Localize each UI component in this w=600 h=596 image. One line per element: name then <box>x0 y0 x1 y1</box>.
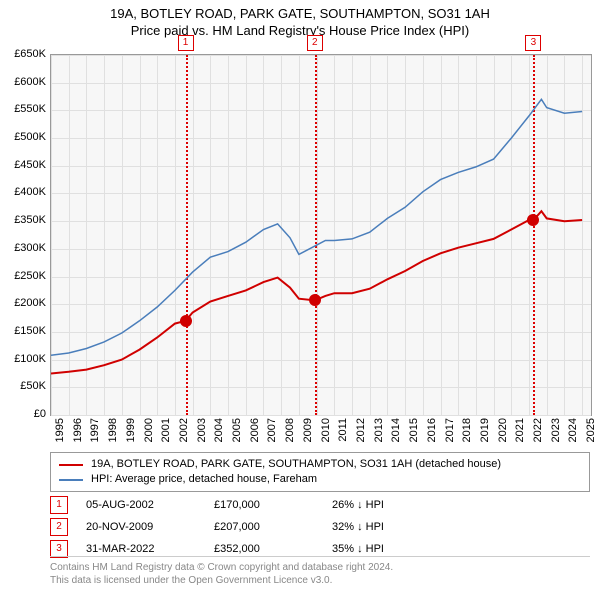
y-axis-label: £200K <box>2 297 46 309</box>
y-axis-label: £100K <box>2 353 46 365</box>
x-axis-label: 2019 <box>479 418 491 442</box>
x-axis-label: 2022 <box>532 418 544 442</box>
y-axis-label: £250K <box>2 270 46 282</box>
sale-point <box>180 315 192 327</box>
y-axis-label: £150K <box>2 325 46 337</box>
legend-label: 19A, BOTLEY ROAD, PARK GATE, SOUTHAMPTON… <box>91 457 501 472</box>
y-axis-label: £550K <box>2 103 46 115</box>
event-number: 2 <box>50 518 68 536</box>
sale-point <box>309 294 321 306</box>
legend-row: HPI: Average price, detached house, Fare… <box>59 472 581 487</box>
event-marker: 1 <box>178 35 194 51</box>
y-axis-label: £650K <box>2 48 46 60</box>
attribution-footer: Contains HM Land Registry data © Crown c… <box>50 556 590 587</box>
x-axis-label: 2024 <box>567 418 579 442</box>
transaction-row: 2 20-NOV-2009 £207,000 32% ↓ HPI <box>50 516 590 538</box>
x-axis-label: 2010 <box>320 418 332 442</box>
x-axis-label: 2015 <box>408 418 420 442</box>
transaction-list: 1 05-AUG-2002 £170,000 26% ↓ HPI 2 20-NOV-200… <box>50 494 590 560</box>
transaction-row: 1 05-AUG-2002 £170,000 26% ↓ HPI <box>50 494 590 516</box>
event-date: 31-MAR-2022 <box>86 543 196 555</box>
legend-row: 19A, BOTLEY ROAD, PARK GATE, SOUTHAMPTON… <box>59 457 581 472</box>
x-axis-label: 2014 <box>390 418 402 442</box>
x-axis-label: 2012 <box>355 418 367 442</box>
x-axis-label: 2023 <box>550 418 562 442</box>
y-axis-label: £0 <box>2 408 46 420</box>
event-date: 20-NOV-2009 <box>86 521 196 533</box>
x-axis-label: 2008 <box>284 418 296 442</box>
x-axis-label: 2016 <box>426 418 438 442</box>
x-axis-label: 2013 <box>373 418 385 442</box>
x-axis-label: 2002 <box>178 418 190 442</box>
footer-line: Contains HM Land Registry data © Crown c… <box>50 561 590 574</box>
x-axis-label: 2018 <box>461 418 473 442</box>
x-axis-label: 2007 <box>266 418 278 442</box>
x-axis-label: 2006 <box>249 418 261 442</box>
x-axis-label: 1999 <box>125 418 137 442</box>
event-price: £207,000 <box>214 521 314 533</box>
x-axis-label: 2009 <box>302 418 314 442</box>
y-axis-label: £600K <box>2 76 46 88</box>
x-axis-label: 1996 <box>72 418 84 442</box>
event-marker: 3 <box>525 35 541 51</box>
x-axis-label: 2004 <box>213 418 225 442</box>
legend-label: HPI: Average price, detached house, Fare… <box>91 472 317 487</box>
series-line <box>51 99 582 355</box>
plot-area: 123 <box>50 54 592 416</box>
x-axis-label: 1998 <box>107 418 119 442</box>
legend: 19A, BOTLEY ROAD, PARK GATE, SOUTHAMPTON… <box>50 452 590 492</box>
series-line <box>51 211 582 373</box>
event-hpi-diff: 35% ↓ HPI <box>332 543 590 555</box>
sale-point <box>527 214 539 226</box>
chart-container: 19A, BOTLEY ROAD, PARK GATE, SOUTHAMPTON… <box>0 6 600 596</box>
event-hpi-diff: 32% ↓ HPI <box>332 521 590 533</box>
legend-swatch <box>59 464 83 466</box>
x-axis-label: 2020 <box>497 418 509 442</box>
chart-title: 19A, BOTLEY ROAD, PARK GATE, SOUTHAMPTON… <box>0 6 600 21</box>
x-axis-label: 2025 <box>585 418 597 442</box>
event-price: £170,000 <box>214 499 314 511</box>
y-axis-label: £350K <box>2 214 46 226</box>
x-axis-label: 2003 <box>196 418 208 442</box>
x-axis-label: 2001 <box>160 418 172 442</box>
x-axis-label: 2005 <box>231 418 243 442</box>
event-number: 1 <box>50 496 68 514</box>
legend-swatch <box>59 479 83 481</box>
x-axis-label: 1997 <box>89 418 101 442</box>
series-svg <box>51 55 591 415</box>
event-price: £352,000 <box>214 543 314 555</box>
footer-line: This data is licensed under the Open Gov… <box>50 574 590 587</box>
chart-subtitle: Price paid vs. HM Land Registry's House … <box>0 23 600 38</box>
event-date: 05-AUG-2002 <box>86 499 196 511</box>
x-axis-label: 2021 <box>514 418 526 442</box>
x-axis-label: 2011 <box>337 418 349 442</box>
x-axis-label: 2000 <box>143 418 155 442</box>
event-marker: 2 <box>307 35 323 51</box>
y-axis-label: £300K <box>2 242 46 254</box>
y-axis-label: £50K <box>2 380 46 392</box>
y-axis-label: £450K <box>2 159 46 171</box>
y-axis-label: £400K <box>2 186 46 198</box>
event-hpi-diff: 26% ↓ HPI <box>332 499 590 511</box>
x-axis-label: 2017 <box>444 418 456 442</box>
x-axis-label: 1995 <box>54 418 66 442</box>
y-axis-label: £500K <box>2 131 46 143</box>
